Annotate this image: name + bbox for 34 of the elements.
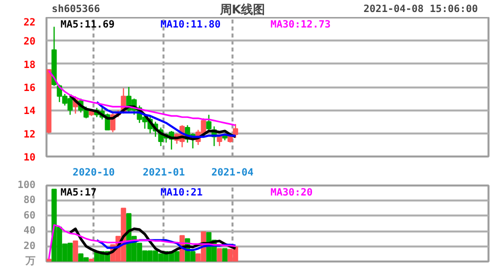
- y-tick-label: 100: [17, 180, 36, 191]
- chart-subtitle: sh605366: [52, 4, 100, 15]
- text: 2021-04-08 15:06:00: [364, 4, 478, 15]
- candlestick: [232, 123, 238, 139]
- line-series: [48, 224, 236, 260]
- text: MA5:11.69: [60, 20, 115, 30]
- y-tick-label: 10: [23, 152, 36, 164]
- text: MA10:11.80: [160, 20, 221, 30]
- text: MA30:20: [270, 188, 313, 198]
- bar: [88, 258, 94, 262]
- y-tick-label: 22: [23, 18, 36, 28]
- y-tick-label: 万: [24, 256, 36, 267]
- y-tick-label: 60: [23, 210, 36, 222]
- candlestick: [206, 114, 212, 132]
- bar: [222, 248, 228, 262]
- bar: [72, 240, 78, 262]
- x-tick-label: 2020-10: [72, 168, 115, 178]
- y-tick-label: 80: [23, 195, 36, 206]
- y-tick-label: 14: [23, 106, 36, 118]
- y-tick-label: 20: [23, 240, 36, 252]
- x-tick-label: 2021-04: [211, 168, 254, 178]
- y-tick-label: 18: [23, 60, 36, 71]
- x-tick-label: 2021-01: [142, 168, 185, 178]
- bar: [46, 258, 52, 262]
- line-series: [96, 239, 237, 252]
- y-tick-label: 12: [23, 129, 36, 140]
- text: MA30:12.73: [270, 20, 331, 30]
- y-tick-label: 20: [23, 36, 36, 48]
- text: MA10:21: [160, 188, 203, 198]
- y-tick-label: 40: [23, 226, 36, 237]
- y-tick-label: 16: [23, 83, 36, 94]
- chart-title: 周K线图: [218, 2, 266, 16]
- text: MA5:17: [60, 188, 97, 198]
- bar: [216, 248, 222, 262]
